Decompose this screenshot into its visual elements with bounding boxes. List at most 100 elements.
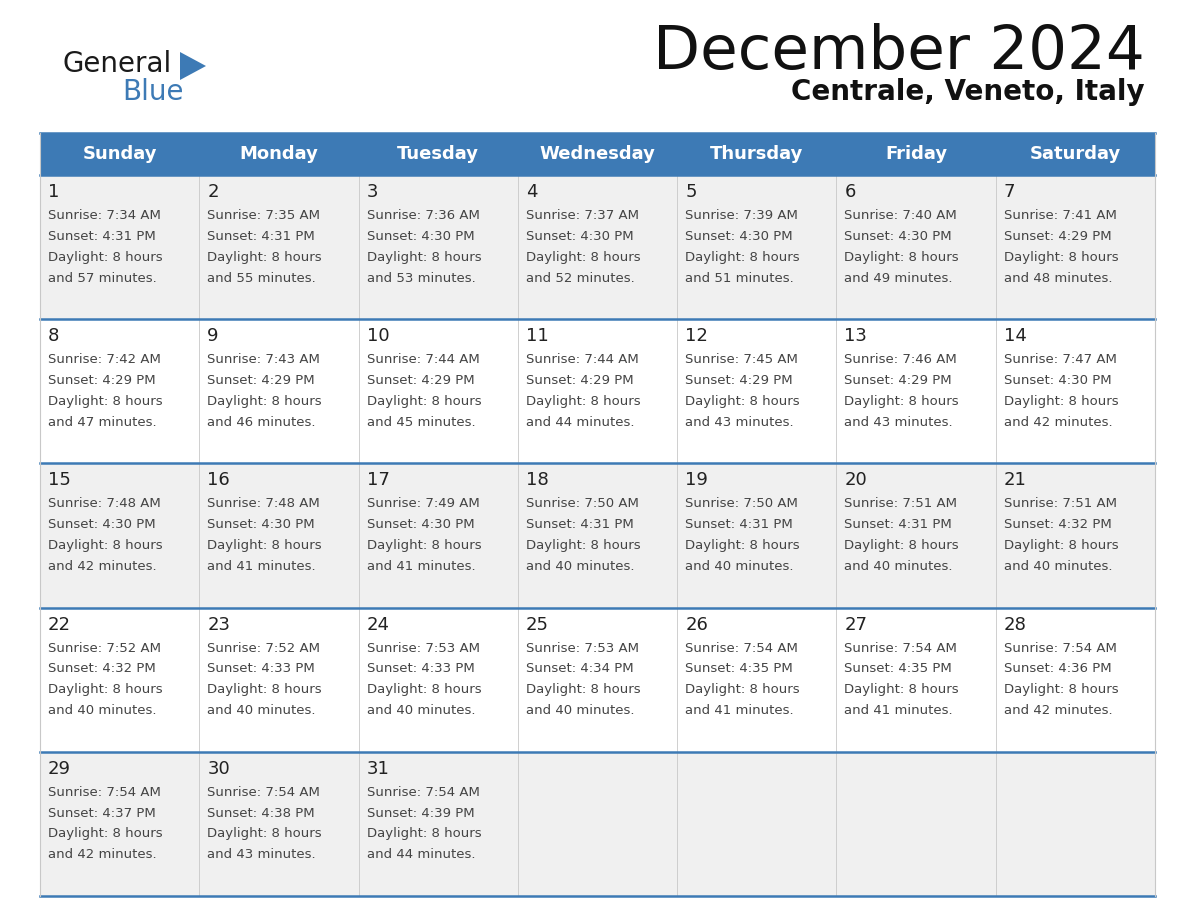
Text: Sunset: 4:35 PM: Sunset: 4:35 PM [845, 663, 952, 676]
Text: Sunday: Sunday [82, 145, 157, 163]
Text: Daylight: 8 hours: Daylight: 8 hours [1004, 395, 1118, 408]
Text: Sunrise: 7:34 AM: Sunrise: 7:34 AM [48, 209, 160, 222]
Text: Saturday: Saturday [1030, 145, 1121, 163]
Text: Sunset: 4:30 PM: Sunset: 4:30 PM [207, 519, 315, 532]
Text: and 47 minutes.: and 47 minutes. [48, 416, 157, 429]
Text: Sunrise: 7:46 AM: Sunrise: 7:46 AM [845, 353, 958, 366]
Text: Blue: Blue [122, 78, 183, 106]
Text: Daylight: 8 hours: Daylight: 8 hours [207, 683, 322, 696]
Text: Sunset: 4:29 PM: Sunset: 4:29 PM [48, 374, 156, 387]
Text: Sunrise: 7:44 AM: Sunrise: 7:44 AM [526, 353, 639, 366]
Text: Sunset: 4:31 PM: Sunset: 4:31 PM [685, 519, 792, 532]
Bar [40, 608, 1155, 752]
Text: 6: 6 [845, 183, 855, 201]
Text: Daylight: 8 hours: Daylight: 8 hours [207, 251, 322, 263]
Text: 27: 27 [845, 616, 867, 633]
Text: Sunrise: 7:45 AM: Sunrise: 7:45 AM [685, 353, 798, 366]
Text: Sunset: 4:33 PM: Sunset: 4:33 PM [367, 663, 474, 676]
Text: 4: 4 [526, 183, 537, 201]
Text: Daylight: 8 hours: Daylight: 8 hours [526, 251, 640, 263]
Text: Sunrise: 7:35 AM: Sunrise: 7:35 AM [207, 209, 321, 222]
Text: Daylight: 8 hours: Daylight: 8 hours [1004, 251, 1118, 263]
Text: and 55 minutes.: and 55 minutes. [207, 272, 316, 285]
Text: 1: 1 [48, 183, 59, 201]
Bar [40, 752, 1155, 896]
Text: Daylight: 8 hours: Daylight: 8 hours [685, 395, 800, 408]
Text: Sunset: 4:32 PM: Sunset: 4:32 PM [48, 663, 156, 676]
Text: 17: 17 [367, 472, 390, 489]
Text: Daylight: 8 hours: Daylight: 8 hours [685, 251, 800, 263]
Text: and 40 minutes.: and 40 minutes. [526, 704, 634, 717]
Text: Sunrise: 7:54 AM: Sunrise: 7:54 AM [1004, 642, 1117, 655]
Text: Sunset: 4:36 PM: Sunset: 4:36 PM [1004, 663, 1111, 676]
Polygon shape [181, 52, 206, 80]
Text: Sunrise: 7:53 AM: Sunrise: 7:53 AM [526, 642, 639, 655]
Text: Daylight: 8 hours: Daylight: 8 hours [845, 395, 959, 408]
Text: Centrale, Veneto, Italy: Centrale, Veneto, Italy [791, 78, 1145, 106]
Text: Sunrise: 7:40 AM: Sunrise: 7:40 AM [845, 209, 958, 222]
Text: Sunset: 4:30 PM: Sunset: 4:30 PM [685, 230, 792, 243]
Text: 13: 13 [845, 327, 867, 345]
Text: Daylight: 8 hours: Daylight: 8 hours [367, 683, 481, 696]
Text: General: General [62, 50, 171, 78]
Text: Sunset: 4:31 PM: Sunset: 4:31 PM [207, 230, 315, 243]
Text: and 44 minutes.: and 44 minutes. [526, 416, 634, 429]
Text: Sunrise: 7:41 AM: Sunrise: 7:41 AM [1004, 209, 1117, 222]
Text: Sunrise: 7:51 AM: Sunrise: 7:51 AM [1004, 498, 1117, 510]
Text: Daylight: 8 hours: Daylight: 8 hours [1004, 539, 1118, 552]
Text: 24: 24 [367, 616, 390, 633]
Bar [40, 133, 1155, 175]
Text: 25: 25 [526, 616, 549, 633]
Text: 29: 29 [48, 760, 71, 778]
Text: Sunrise: 7:54 AM: Sunrise: 7:54 AM [845, 642, 958, 655]
Text: 18: 18 [526, 472, 549, 489]
Text: 23: 23 [207, 616, 230, 633]
Text: Sunrise: 7:54 AM: Sunrise: 7:54 AM [367, 786, 480, 799]
Text: Sunrise: 7:51 AM: Sunrise: 7:51 AM [845, 498, 958, 510]
Text: Sunset: 4:30 PM: Sunset: 4:30 PM [1004, 374, 1111, 387]
Text: Daylight: 8 hours: Daylight: 8 hours [367, 251, 481, 263]
Text: and 40 minutes.: and 40 minutes. [48, 704, 157, 717]
Text: Sunset: 4:31 PM: Sunset: 4:31 PM [526, 519, 633, 532]
Text: Daylight: 8 hours: Daylight: 8 hours [845, 251, 959, 263]
Text: and 41 minutes.: and 41 minutes. [845, 704, 953, 717]
Text: Sunset: 4:29 PM: Sunset: 4:29 PM [207, 374, 315, 387]
Text: and 49 minutes.: and 49 minutes. [845, 272, 953, 285]
Text: Daylight: 8 hours: Daylight: 8 hours [845, 683, 959, 696]
Text: and 40 minutes.: and 40 minutes. [526, 560, 634, 573]
Text: and 40 minutes.: and 40 minutes. [207, 704, 316, 717]
Text: Sunrise: 7:47 AM: Sunrise: 7:47 AM [1004, 353, 1117, 366]
Text: Sunset: 4:32 PM: Sunset: 4:32 PM [1004, 519, 1112, 532]
Text: 22: 22 [48, 616, 71, 633]
Text: Sunrise: 7:42 AM: Sunrise: 7:42 AM [48, 353, 160, 366]
Text: 21: 21 [1004, 472, 1026, 489]
Text: Sunrise: 7:39 AM: Sunrise: 7:39 AM [685, 209, 798, 222]
Text: Daylight: 8 hours: Daylight: 8 hours [526, 395, 640, 408]
Text: 14: 14 [1004, 327, 1026, 345]
Text: and 42 minutes.: and 42 minutes. [1004, 416, 1112, 429]
Text: and 57 minutes.: and 57 minutes. [48, 272, 157, 285]
Text: 20: 20 [845, 472, 867, 489]
Text: Daylight: 8 hours: Daylight: 8 hours [207, 395, 322, 408]
Text: Sunrise: 7:49 AM: Sunrise: 7:49 AM [367, 498, 479, 510]
Text: Sunrise: 7:48 AM: Sunrise: 7:48 AM [48, 498, 160, 510]
Text: Sunset: 4:30 PM: Sunset: 4:30 PM [48, 519, 156, 532]
Bar [40, 175, 1155, 319]
Text: Sunset: 4:30 PM: Sunset: 4:30 PM [367, 230, 474, 243]
Text: 28: 28 [1004, 616, 1026, 633]
Text: Friday: Friday [885, 145, 947, 163]
Text: Daylight: 8 hours: Daylight: 8 hours [48, 251, 163, 263]
Text: Sunrise: 7:50 AM: Sunrise: 7:50 AM [526, 498, 639, 510]
Text: December 2024: December 2024 [653, 23, 1145, 82]
Text: and 40 minutes.: and 40 minutes. [367, 704, 475, 717]
Text: and 44 minutes.: and 44 minutes. [367, 848, 475, 861]
Text: and 43 minutes.: and 43 minutes. [207, 848, 316, 861]
Text: Sunset: 4:31 PM: Sunset: 4:31 PM [48, 230, 156, 243]
Text: Sunrise: 7:53 AM: Sunrise: 7:53 AM [367, 642, 480, 655]
Text: Sunrise: 7:54 AM: Sunrise: 7:54 AM [48, 786, 160, 799]
Text: and 40 minutes.: and 40 minutes. [1004, 560, 1112, 573]
Text: Sunset: 4:30 PM: Sunset: 4:30 PM [526, 230, 633, 243]
Text: Sunset: 4:30 PM: Sunset: 4:30 PM [845, 230, 952, 243]
Text: 9: 9 [207, 327, 219, 345]
Text: Sunset: 4:34 PM: Sunset: 4:34 PM [526, 663, 633, 676]
